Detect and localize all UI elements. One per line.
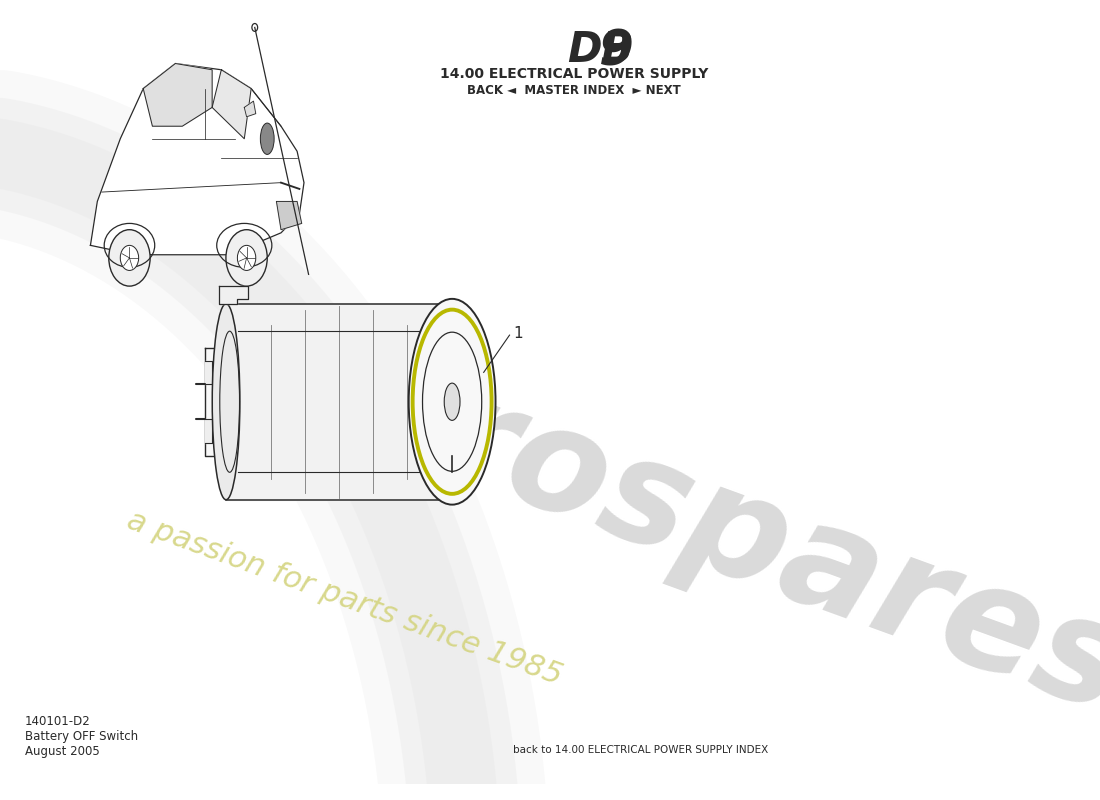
Circle shape	[109, 230, 150, 286]
Circle shape	[120, 246, 139, 270]
Circle shape	[226, 230, 267, 286]
Polygon shape	[227, 304, 452, 500]
Text: a passion for parts since 1985: a passion for parts since 1985	[123, 506, 566, 690]
Polygon shape	[205, 348, 233, 456]
Polygon shape	[90, 63, 304, 254]
Text: DB: DB	[566, 30, 634, 71]
Ellipse shape	[422, 332, 482, 471]
Circle shape	[238, 246, 256, 270]
Polygon shape	[276, 202, 301, 230]
Polygon shape	[143, 63, 212, 126]
Text: August 2005: August 2005	[25, 745, 100, 758]
Text: 9: 9	[600, 27, 634, 75]
Polygon shape	[219, 286, 248, 304]
Text: eurospares: eurospares	[230, 295, 1100, 743]
Text: back to 14.00 ELECTRICAL POWER SUPPLY INDEX: back to 14.00 ELECTRICAL POWER SUPPLY IN…	[513, 745, 768, 754]
Ellipse shape	[409, 299, 495, 505]
Ellipse shape	[261, 123, 274, 154]
Text: 1: 1	[513, 326, 522, 341]
Polygon shape	[205, 361, 211, 384]
Polygon shape	[212, 70, 251, 138]
Polygon shape	[244, 101, 256, 117]
Text: 140101-D2: 140101-D2	[25, 715, 91, 728]
Ellipse shape	[444, 383, 460, 420]
Text: 14.00 ELECTRICAL POWER SUPPLY: 14.00 ELECTRICAL POWER SUPPLY	[440, 66, 708, 81]
Ellipse shape	[212, 304, 240, 500]
Polygon shape	[205, 419, 211, 443]
Text: BACK ◄  MASTER INDEX  ► NEXT: BACK ◄ MASTER INDEX ► NEXT	[468, 84, 681, 98]
Text: Battery OFF Switch: Battery OFF Switch	[25, 730, 139, 743]
